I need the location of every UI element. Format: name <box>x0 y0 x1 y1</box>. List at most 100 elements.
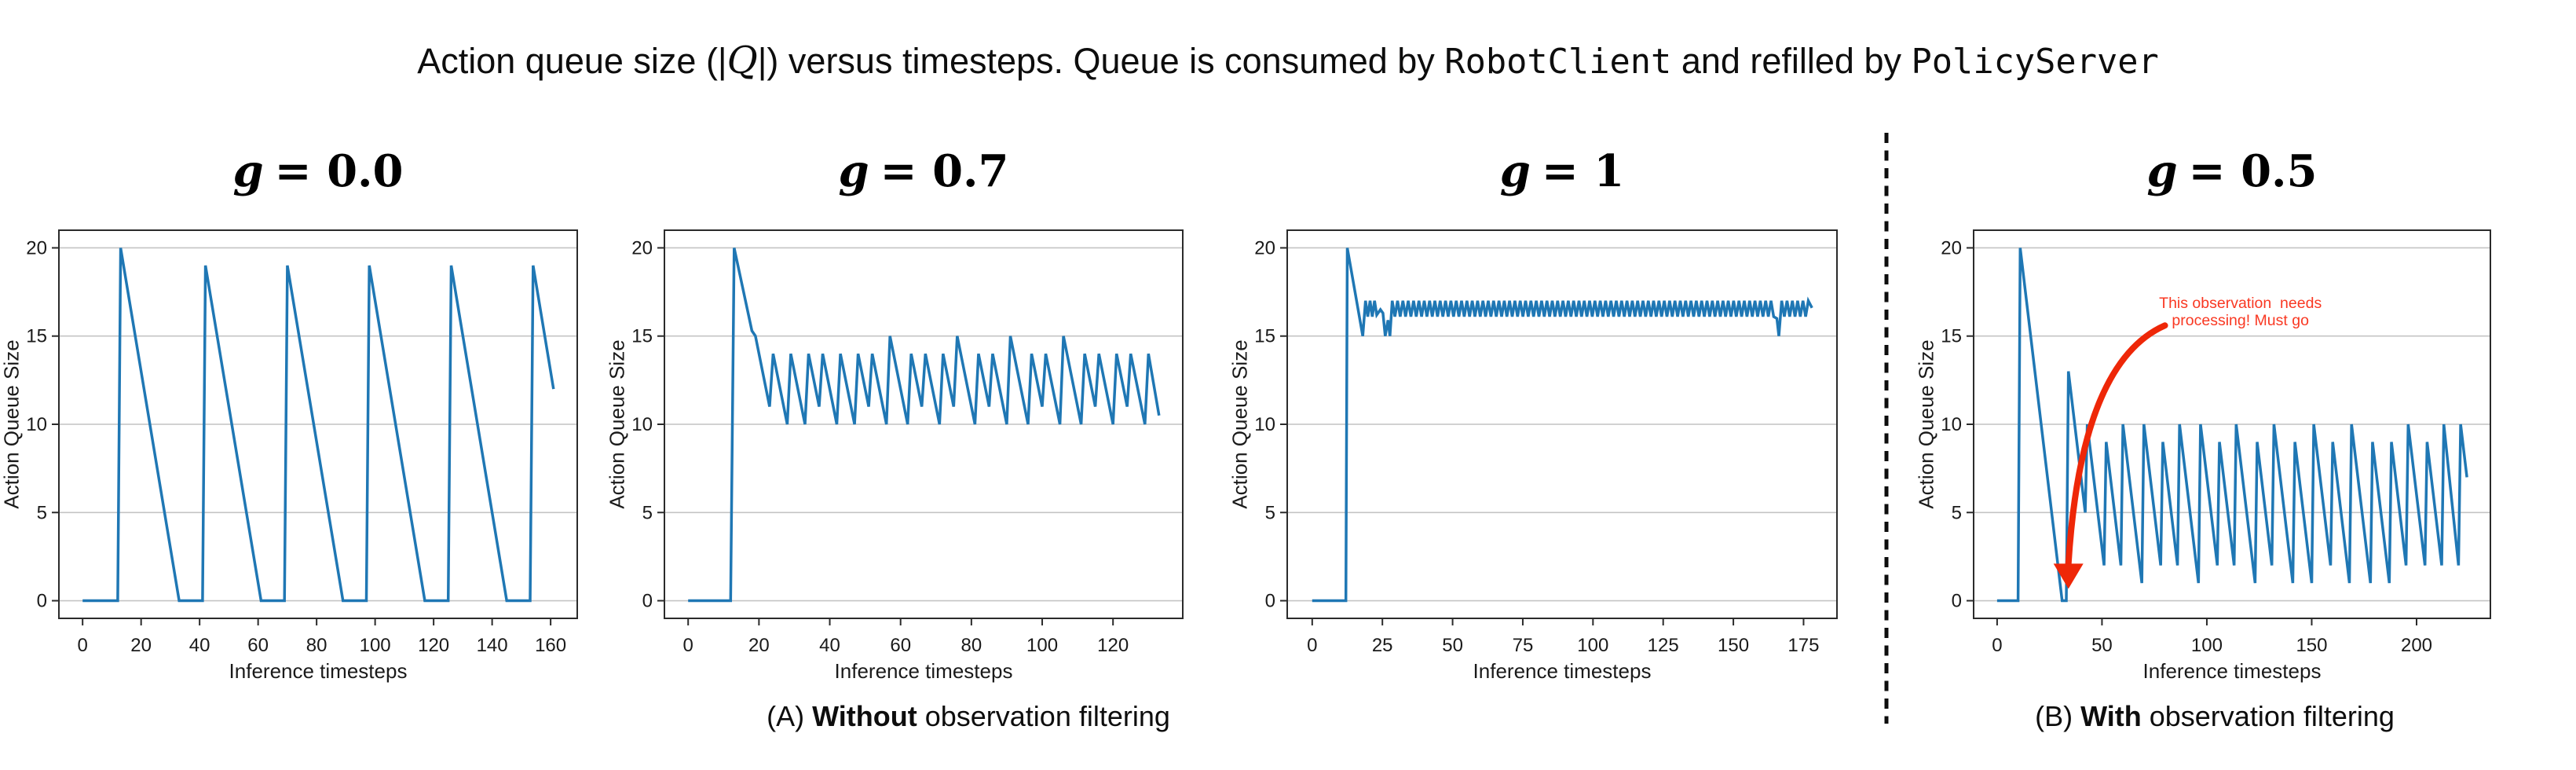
y-tick-label: 5 <box>37 502 47 523</box>
chart-title-var: g <box>232 145 264 197</box>
series-line <box>82 248 555 603</box>
x-tick-label: 50 <box>1442 635 1463 656</box>
chart-title-var: g <box>838 145 869 197</box>
x-axis-label: Inference timesteps <box>2142 659 2322 683</box>
text-segment: Action queue size (| <box>417 41 727 81</box>
x-tick-label: 160 <box>535 635 566 656</box>
text-segment: Q <box>726 39 758 82</box>
x-tick-label: 75 <box>1513 635 1534 656</box>
y-tick-label: 0 <box>1265 591 1275 612</box>
annotation-text: processing! Must go <box>2172 312 2309 329</box>
x-tick-label: 100 <box>2191 635 2223 656</box>
caption-with-filtering: (B) With observation filtering <box>2035 700 2395 733</box>
y-tick-label: 10 <box>631 414 653 435</box>
x-tick-label: 60 <box>247 635 269 656</box>
caption-without-filtering: (A) Without observation filtering <box>767 700 1170 733</box>
x-axis-label: Inference timesteps <box>1473 659 1652 683</box>
x-tick-label: 0 <box>77 635 87 656</box>
text-segment: With <box>2080 700 2142 732</box>
x-tick-label: 200 <box>2401 635 2432 656</box>
text-segment: PolicyServer <box>1911 42 2159 82</box>
y-tick-label: 5 <box>642 502 653 523</box>
y-tick-label: 0 <box>642 591 653 612</box>
x-tick-label: 120 <box>418 635 449 656</box>
x-tick-label: 80 <box>961 635 982 656</box>
chart-title: g = 1 <box>1287 146 1837 196</box>
chart-title-var: g <box>2146 145 2178 197</box>
axes-spines <box>1973 229 2491 619</box>
y-tick-label: 5 <box>1265 502 1275 523</box>
annotation-arrowhead <box>2053 563 2084 589</box>
y-tick-label: 0 <box>37 591 47 612</box>
x-tick-label: 0 <box>1992 635 2002 656</box>
x-tick-label: 80 <box>306 635 327 656</box>
x-tick-label: 100 <box>1026 635 1058 656</box>
y-tick-label: 20 <box>26 237 47 258</box>
y-tick-label: 15 <box>1941 326 1962 347</box>
y-tick-label: 0 <box>1952 591 1962 612</box>
x-tick-label: 0 <box>1307 635 1317 656</box>
figure-title: Action queue size (|Q|) versus timesteps… <box>0 39 2576 84</box>
x-tick-label: 150 <box>2296 635 2327 656</box>
x-tick-label: 40 <box>819 635 840 656</box>
x-axis-label: Inference timesteps <box>229 659 408 683</box>
text-segment: and refilled by <box>1671 41 1912 81</box>
y-tick-label: 15 <box>26 326 47 347</box>
x-axis-label: Inference timesteps <box>834 659 1013 683</box>
chart-title: g = 0.7 <box>664 146 1183 196</box>
x-tick-label: 0 <box>683 635 693 656</box>
subplot-g-0-0: g = 0.0 Action Queue Size Inference timeste… <box>0 118 609 699</box>
y-tick-label: 20 <box>1254 237 1275 258</box>
annotation-text: This observation needs <box>2159 295 2322 312</box>
chart-title-value: = 0.7 <box>880 145 1009 197</box>
text-segment: (A) <box>767 700 813 732</box>
axes-spines <box>1286 229 1838 619</box>
x-tick-label: 100 <box>360 635 391 656</box>
series-line <box>1996 248 2468 603</box>
chart-title-value: = 1 <box>1541 145 1625 197</box>
x-tick-label: 20 <box>748 635 770 656</box>
subplot-g-1: g = 1 Action Queue Size Inference timesteps… <box>1217 118 1868 699</box>
dashed-divider <box>1884 133 1889 724</box>
text-segment: (B) <box>2035 700 2081 732</box>
text-segment: |) versus timesteps. Queue is consumed b… <box>757 41 1445 81</box>
series-line <box>688 248 1161 603</box>
x-tick-label: 120 <box>1097 635 1129 656</box>
subplot-g-0-7: g = 0.7 Action Queue Size Inference timeste… <box>594 118 1214 699</box>
y-tick-label: 10 <box>1941 414 1962 435</box>
y-tick-label: 20 <box>631 237 653 258</box>
text-segment: observation filtering <box>2141 700 2395 732</box>
plot-area: 0 20 40 60 80 100 120 140 160 0 5 10 15 20 <box>26 229 578 656</box>
text-segment: RobotClient <box>1444 42 1672 82</box>
chart-title-var: g <box>1499 145 1531 197</box>
x-tick-label: 150 <box>1718 635 1749 656</box>
x-tick-label: 20 <box>130 635 152 656</box>
chart-title-value: = 0.5 <box>2188 145 2318 197</box>
chart-title: g = 0.5 <box>1974 146 2490 196</box>
plot-area: 0 20 40 60 80 100 120 0 5 10 15 20 <box>631 229 1184 656</box>
y-tick-label: 10 <box>26 414 47 435</box>
x-tick-label: 50 <box>2091 635 2113 656</box>
series-line <box>1312 248 1813 603</box>
subplot-g-0-5: g = 0.5 Action Queue Size Inference timeste… <box>1903 118 2522 699</box>
x-tick-label: 175 <box>1787 635 1819 656</box>
plot-area: 0 50 100 150 200 0 5 10 15 20 This observation nee… <box>1941 229 2491 656</box>
text-segment: observation filtering <box>917 700 1170 732</box>
chart-title: g = 0.0 <box>59 146 577 196</box>
plot-area: 0 25 50 75 100 125 150 175 0 5 10 15 20 <box>1254 229 1838 656</box>
chart-title-value: = 0.0 <box>274 145 404 197</box>
axes-spines <box>58 229 578 619</box>
y-tick-label: 15 <box>1254 326 1275 347</box>
x-tick-label: 60 <box>890 635 911 656</box>
x-tick-label: 25 <box>1372 635 1393 656</box>
x-tick-label: 100 <box>1577 635 1608 656</box>
x-tick-label: 40 <box>189 635 210 656</box>
y-tick-label: 20 <box>1941 237 1962 258</box>
x-tick-label: 140 <box>477 635 508 656</box>
y-tick-label: 5 <box>1952 502 1962 523</box>
text-segment: Without <box>812 700 917 732</box>
annotation-arrow <box>2065 322 2168 567</box>
axes-spines <box>664 229 1184 619</box>
y-tick-label: 15 <box>631 326 653 347</box>
